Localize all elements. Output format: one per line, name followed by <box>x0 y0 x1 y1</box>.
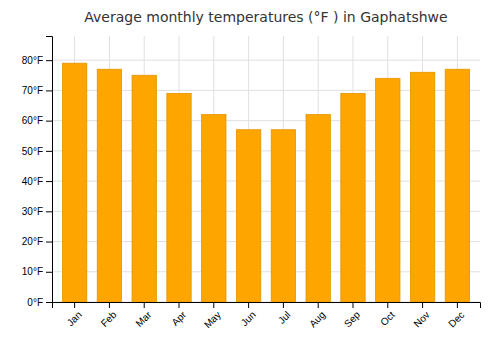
tick-mark <box>457 302 458 308</box>
tick-mark <box>422 302 423 308</box>
x-axis: Jan Feb Mar Apr May Jun Jul Aug Sep Oct Nov Dec <box>53 302 481 330</box>
tick-mark <box>144 302 145 308</box>
tick-mark <box>109 302 110 308</box>
tick-label: Nov <box>411 309 431 329</box>
axis-line <box>46 37 53 303</box>
bar <box>202 115 226 302</box>
tick-label: Mar <box>133 309 153 329</box>
bar <box>132 75 156 302</box>
tick-label: 60°F <box>22 115 43 126</box>
bar <box>341 93 365 302</box>
tick: Feb <box>99 302 119 329</box>
tick-mark <box>74 302 75 308</box>
bar <box>306 115 330 302</box>
title: Average monthly temperatures (°F ) in Ga… <box>84 9 447 25</box>
tick-mark <box>46 242 52 243</box>
tick-label: Jun <box>239 309 258 328</box>
tick: Jul <box>276 302 293 326</box>
tick-label: Sep <box>342 309 363 330</box>
tick: 70°F <box>22 85 52 96</box>
tick-label: 20°F <box>22 236 43 247</box>
tick-mark <box>248 302 249 308</box>
tick-label: May <box>202 309 223 330</box>
axis-line <box>53 303 481 309</box>
plot: Jan Feb Mar Apr May Jun Jul Aug Sep Oct Nov Dec 0°F 1… <box>22 36 481 330</box>
tick: Jun <box>239 302 258 328</box>
tick: 20°F <box>22 236 52 247</box>
tick: Nov <box>411 302 431 329</box>
tick: Mar <box>133 302 153 329</box>
tick-label: Jul <box>276 309 293 326</box>
tick: 80°F <box>22 55 52 66</box>
bar <box>376 78 400 302</box>
bars <box>62 63 469 302</box>
tick: 60°F <box>22 115 52 126</box>
tick-label: 0°F <box>27 297 43 308</box>
bar <box>271 130 295 302</box>
tick: 10°F <box>22 266 52 277</box>
tick-label: Oct <box>378 309 397 328</box>
tick-mark <box>283 302 284 308</box>
tick: 50°F <box>22 146 52 157</box>
tick-mark <box>46 302 52 303</box>
tick: May <box>202 302 223 330</box>
bar <box>445 69 469 302</box>
y-axis: 0°F 10°F 20°F 30°F 40°F 50°F 60°F 70°F 80°F <box>22 37 53 308</box>
tick: Dec <box>446 302 466 329</box>
tick-label: Dec <box>446 309 466 329</box>
tick-mark <box>46 151 52 152</box>
chart: Jan Feb Mar Apr May Jun Jul Aug Sep Oct Nov Dec 0°F 1… <box>0 0 500 350</box>
tick-label: Jan <box>65 309 84 328</box>
tick: 30°F <box>22 206 52 217</box>
tick-mark <box>352 302 353 308</box>
tick: Sep <box>342 302 363 329</box>
tick-mark <box>387 302 388 308</box>
tick-label: 70°F <box>22 85 43 96</box>
bar <box>167 93 191 302</box>
tick-label: 30°F <box>22 206 43 217</box>
tick: 40°F <box>22 176 52 187</box>
tick-label: Aug <box>307 309 327 329</box>
tick-label: 50°F <box>22 146 43 157</box>
tick-mark <box>46 181 52 182</box>
tick-mark <box>213 302 214 308</box>
tick-label: Apr <box>169 309 188 328</box>
tick-label: 80°F <box>22 55 43 66</box>
tick-mark <box>46 60 52 61</box>
tick-mark <box>46 121 52 122</box>
bar <box>410 72 434 302</box>
tick: Jan <box>65 302 84 328</box>
bar <box>97 69 121 302</box>
tick: Oct <box>378 302 397 328</box>
tick-label: 40°F <box>22 176 43 187</box>
tick-mark <box>179 302 180 308</box>
grid <box>52 36 480 302</box>
grid-line <box>52 60 480 61</box>
bar <box>62 63 86 302</box>
tick-label: Feb <box>99 309 119 329</box>
tick: Aug <box>307 302 327 329</box>
bar <box>236 130 260 302</box>
tick-mark <box>46 90 52 91</box>
tick: Apr <box>169 302 188 328</box>
tick: 0°F <box>27 297 52 308</box>
tick-mark <box>46 211 52 212</box>
tick-mark <box>318 302 319 308</box>
tick-mark <box>46 272 52 273</box>
tick-label: 10°F <box>22 266 43 277</box>
